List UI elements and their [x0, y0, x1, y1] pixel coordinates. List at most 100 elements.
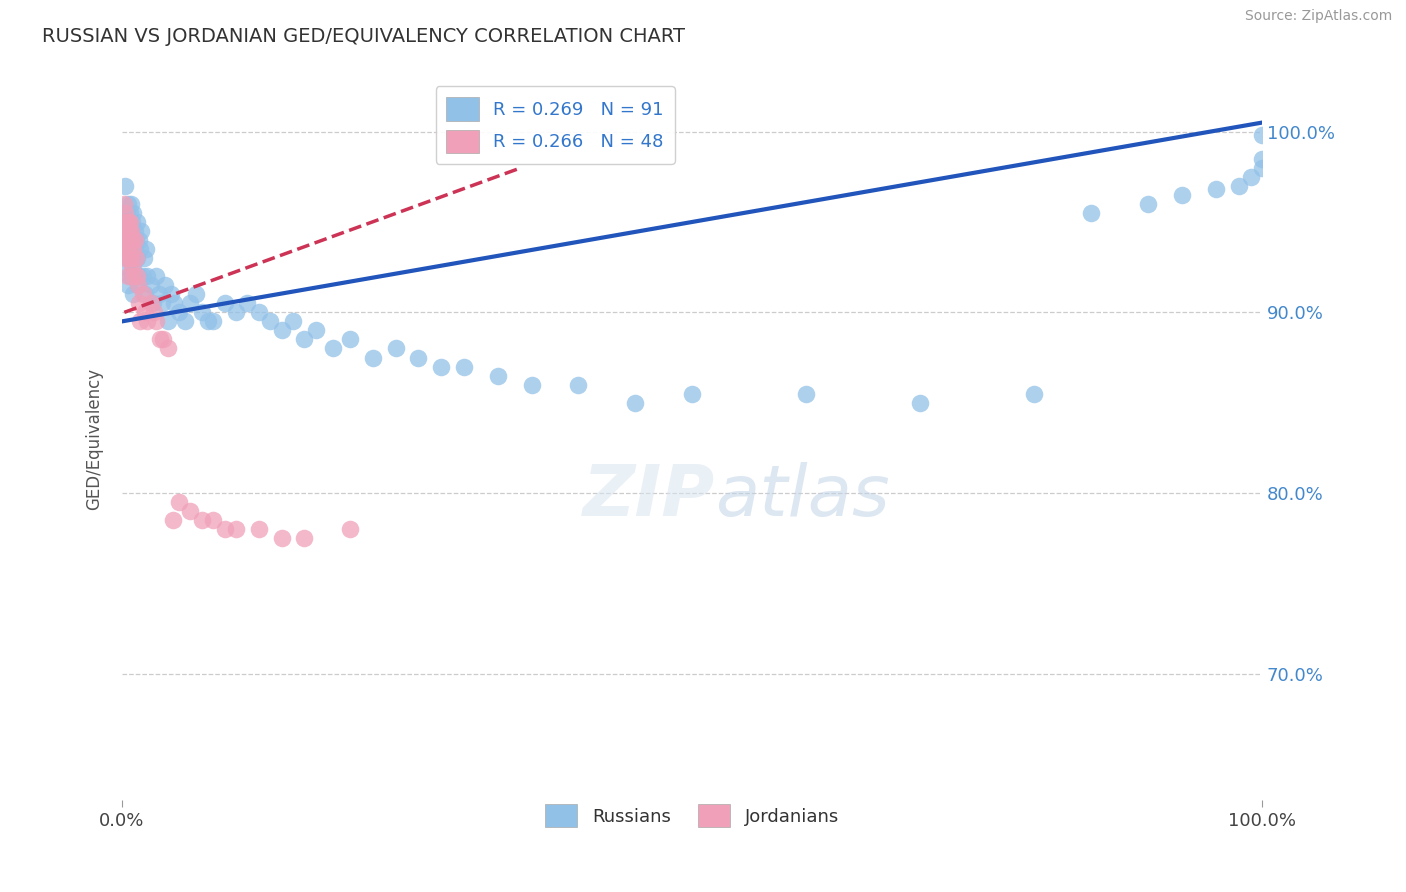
Point — [117, 224, 139, 238]
Point — [131, 224, 153, 238]
Text: atlas: atlas — [714, 462, 890, 531]
Point — [155, 278, 177, 293]
Point — [115, 224, 138, 238]
Point — [214, 296, 236, 310]
Point — [118, 215, 141, 229]
Point — [127, 278, 149, 293]
Point — [202, 314, 225, 328]
Point — [122, 287, 145, 301]
Point — [247, 522, 270, 536]
Point — [120, 197, 142, 211]
Point — [173, 314, 195, 328]
Point — [339, 333, 361, 347]
Point — [121, 233, 143, 247]
Point — [139, 278, 162, 293]
Point — [225, 305, 247, 319]
Point — [117, 215, 139, 229]
Point — [152, 333, 174, 347]
Point — [167, 305, 190, 319]
Point — [522, 377, 544, 392]
Point — [1136, 197, 1159, 211]
Point — [134, 305, 156, 319]
Point — [129, 242, 152, 256]
Point — [128, 233, 150, 247]
Point — [294, 531, 316, 545]
Point — [121, 215, 143, 229]
Point — [163, 296, 186, 310]
Point — [294, 333, 316, 347]
Point — [125, 233, 148, 247]
Point — [118, 224, 141, 238]
Point — [128, 269, 150, 284]
Point — [114, 215, 136, 229]
Point — [112, 197, 135, 211]
Point — [148, 287, 170, 301]
Point — [156, 342, 179, 356]
Point — [259, 314, 281, 328]
Point — [162, 513, 184, 527]
Point — [115, 206, 138, 220]
Point — [1251, 128, 1274, 143]
Point — [114, 206, 136, 220]
Point — [122, 233, 145, 247]
Point — [681, 386, 703, 401]
Point — [408, 351, 430, 365]
Point — [143, 305, 166, 319]
Point — [339, 522, 361, 536]
Point — [794, 386, 817, 401]
Point — [197, 314, 219, 328]
Point — [125, 269, 148, 284]
Point — [1080, 206, 1102, 220]
Text: RUSSIAN VS JORDANIAN GED/EQUIVALENCY CORRELATION CHART: RUSSIAN VS JORDANIAN GED/EQUIVALENCY COR… — [42, 27, 685, 45]
Point — [136, 314, 159, 328]
Point — [117, 269, 139, 284]
Point — [179, 504, 201, 518]
Point — [122, 242, 145, 256]
Point — [124, 224, 146, 238]
Point — [236, 296, 259, 310]
Point — [117, 197, 139, 211]
Point — [1251, 152, 1274, 166]
Point — [179, 296, 201, 310]
Point — [131, 269, 153, 284]
Point — [624, 395, 647, 409]
Point — [384, 342, 406, 356]
Point — [131, 287, 153, 301]
Point — [281, 314, 304, 328]
Point — [1022, 386, 1045, 401]
Point — [112, 206, 135, 220]
Point — [453, 359, 475, 374]
Point — [202, 513, 225, 527]
Point — [1227, 178, 1250, 193]
Point — [270, 531, 292, 545]
Point — [167, 495, 190, 509]
Point — [305, 323, 328, 337]
Point — [118, 251, 141, 265]
Point — [160, 287, 183, 301]
Point — [191, 305, 214, 319]
Point — [136, 269, 159, 284]
Point — [129, 314, 152, 328]
Point — [1239, 169, 1261, 184]
Point — [156, 314, 179, 328]
Point — [145, 269, 167, 284]
Point — [125, 215, 148, 229]
Point — [191, 513, 214, 527]
Y-axis label: GED/Equivalency: GED/Equivalency — [86, 368, 103, 510]
Point — [115, 260, 138, 275]
Point — [567, 377, 589, 392]
Point — [115, 242, 138, 256]
Point — [122, 269, 145, 284]
Point — [112, 233, 135, 247]
Point — [247, 305, 270, 319]
Point — [1251, 161, 1274, 175]
Point — [430, 359, 453, 374]
Point — [114, 233, 136, 247]
Point — [118, 224, 141, 238]
Point — [125, 251, 148, 265]
Point — [114, 233, 136, 247]
Point — [122, 206, 145, 220]
Point — [225, 522, 247, 536]
Point — [124, 242, 146, 256]
Point — [120, 224, 142, 238]
